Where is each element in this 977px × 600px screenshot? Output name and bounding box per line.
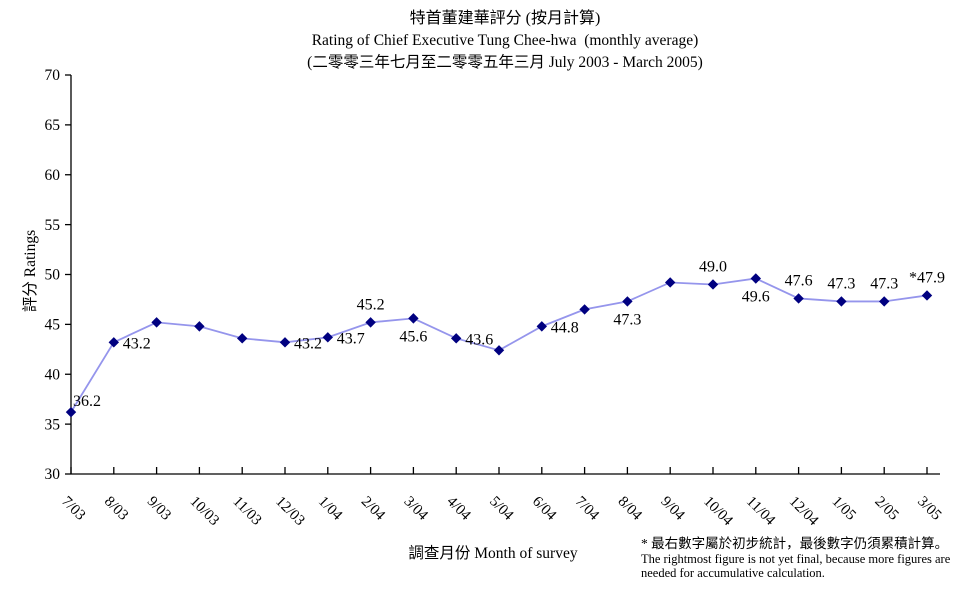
data-point-marker [793,293,804,304]
y-tick-label: 40 [45,366,61,383]
y-tick-label: 60 [45,167,61,184]
data-point-marker [878,296,890,307]
x-axis-title: 調查月份 Month of survey [408,545,578,562]
x-tick-label: 2/05 [871,494,901,524]
y-tick-label: 30 [45,466,61,483]
x-tick-label: 11/04 [743,494,778,529]
chart-title-block: 特首董建華評分 (按月計算) Rating of Chief Executive… [30,8,977,74]
data-point-label: 47.3 [827,275,855,292]
data-point-marker [450,333,462,344]
chart-title-en: Rating of Chief Executive Tung Chee-hwa … [311,32,699,49]
x-tick-label: 12/03 [272,494,307,529]
data-point-marker [750,273,762,284]
x-tick-label: 10/03 [187,494,222,529]
data-point-marker [622,296,633,307]
data-point-marker [151,317,162,328]
data-point-label: 45.6 [399,328,427,345]
x-tick-label: 11/03 [229,494,264,529]
footnote-en-line1: The rightmost figure is not yet final, b… [641,552,951,566]
data-point-marker [707,279,719,290]
x-tick-label: 10/04 [700,494,736,530]
y-tick-label: 45 [45,317,61,334]
x-tick-label: 1/05 [829,494,859,524]
data-point-marker [664,277,676,288]
x-tick-label: 7/04 [572,494,603,525]
data-point-marker [194,321,205,332]
chart-title-daterange: (二零零三年七月至二零零五年三月 July 2003 - March 2005) [307,54,703,71]
data-point-marker [579,304,590,315]
data-point-marker [322,332,334,343]
x-tick-label: 5/04 [486,494,517,525]
data-point-label: 44.8 [551,319,579,336]
footnote-en-line2: needed for accumulative calculation. [641,566,825,580]
x-tick-label: 8/04 [615,494,646,525]
x-tick-label: 3/05 [914,494,944,524]
x-tick-label: 8/03 [101,494,131,524]
footnote-zh: * 最右數字屬於初步統計，最後數字仍須累積計算。 [641,536,949,551]
data-point-label: 47.3 [613,311,641,328]
x-tick-label: 12/04 [786,494,822,530]
data-point-marker [108,337,120,348]
data-point-label: 47.6 [785,272,813,289]
data-point-marker [408,313,419,324]
y-tick-label: 70 [45,67,61,84]
chart-title-zh: 特首董建華評分 (按月計算) [409,10,601,27]
data-point-marker [836,296,847,307]
data-point-label: 49.0 [699,258,727,275]
data-point-label: 43.2 [294,335,322,352]
y-tick-label: 65 [45,117,61,134]
data-point-marker [236,333,248,344]
data-point-label: *47.9 [909,269,945,286]
data-point-label: 47.3 [870,275,898,292]
data-point-label: 49.6 [742,288,770,305]
y-tick-label: 35 [45,416,61,433]
data-point-marker [279,337,291,348]
y-tick-label: 50 [45,267,61,284]
y-tick-label: 55 [45,217,61,234]
x-tick-label: 4/04 [443,494,474,525]
data-point-marker [493,345,505,356]
x-tick-label: 6/04 [529,494,560,525]
x-tick-label: 1/04 [315,494,346,525]
data-point-marker [365,317,376,328]
data-point-marker [65,406,77,418]
x-tick-label: 3/04 [401,494,432,525]
x-tick-label: 2/04 [358,494,389,525]
footnote-block: * 最右數字屬於初步統計，最後數字仍須累積計算。 The rightmost f… [641,535,961,580]
data-point-label: 43.6 [465,331,493,348]
data-point-marker [921,290,933,301]
data-point-label: 45.2 [357,296,385,313]
data-point-marker [536,321,548,332]
data-point-label: 43.2 [123,335,151,352]
data-point-label: 36.2 [73,393,101,410]
x-tick-label: 7/03 [58,494,88,524]
x-tick-label: 9/03 [144,494,174,524]
x-tick-label: 9/04 [657,494,688,525]
data-point-label: 43.7 [337,330,365,347]
